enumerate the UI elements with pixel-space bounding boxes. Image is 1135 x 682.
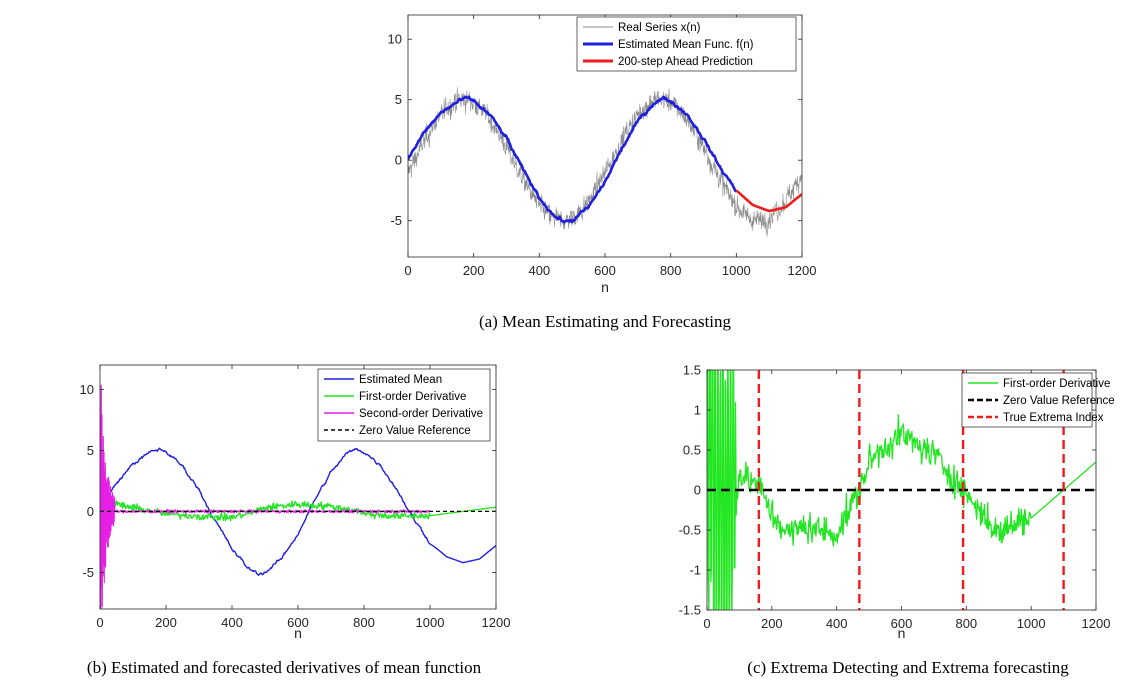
x-tick-label: 0	[703, 616, 710, 631]
y-tick-label: 5	[395, 92, 402, 107]
y-tick-label: -0.5	[679, 523, 701, 538]
caption-b: (b) Estimated and forecasted derivatives…	[87, 658, 482, 677]
y-tick-label: 10	[80, 382, 94, 397]
x-tick-label: 400	[528, 263, 550, 278]
x-tick-label: 600	[594, 263, 616, 278]
legend-entry: First-order Derivative	[359, 391, 466, 403]
plot-lines-b	[100, 382, 496, 609]
y-tick-label: 0	[395, 153, 402, 168]
y-tick-label: 0.5	[683, 443, 701, 458]
legend-entry: 200-step Ahead Prediction	[618, 56, 753, 68]
legend-entry: Estimated Mean Func. f(n)	[618, 39, 754, 51]
x-tick-label: 1200	[482, 615, 511, 630]
panel-c-chart: 0 200 400 600 800 1000 1200 -1.5 -1 -0.5 0 0.5 1 1.5 n…	[679, 363, 1115, 642]
x-tick-label: 600	[891, 616, 913, 631]
x-tick-label: 800	[955, 616, 977, 631]
x-tick-label: 800	[660, 263, 682, 278]
legend-a: Real Series x(n) Estimated Mean Func. f(n…	[576, 16, 797, 72]
panel-a-chart: 0 200 400 600 800 1000 1200 -5 0 5 10 n Real Series …	[388, 14, 817, 295]
legend-entry: Real Series x(n)	[618, 22, 701, 34]
plot-lines-a	[408, 87, 802, 237]
legend-c: First-order Derivative Zero Value Referen…	[961, 372, 1115, 428]
x-tick-label: 400	[826, 616, 848, 631]
y-tick-label: -5	[82, 565, 94, 580]
legend-entry: Zero Value Reference	[1003, 395, 1115, 407]
y-tick-label: 5	[87, 443, 94, 458]
series-first-derivative	[100, 500, 496, 522]
series-prediction	[735, 189, 802, 213]
x-tick-label: 200	[155, 615, 177, 630]
x-axis-label: n	[898, 625, 906, 641]
x-tick-label: 0	[404, 263, 411, 278]
legend-entry: True Extrema Index	[1003, 412, 1104, 424]
x-tick-label: 600	[287, 615, 309, 630]
x-tick-label: 1000	[1017, 616, 1046, 631]
plot-lines-c	[707, 370, 1096, 610]
x-tick-label: 200	[761, 616, 783, 631]
x-tick-label: 0	[96, 615, 103, 630]
x-axis-label: n	[601, 279, 609, 295]
x-tick-label: 1200	[788, 263, 817, 278]
y-tick-label: -1.5	[679, 603, 701, 618]
legend-b: Estimated Mean First-order Derivative Seco…	[317, 368, 491, 442]
x-axis-label: n	[294, 625, 302, 641]
y-tick-label: 0	[87, 504, 94, 519]
series-mean	[100, 447, 496, 576]
x-tick-label: 400	[221, 615, 243, 630]
x-tick-label: 200	[463, 263, 485, 278]
y-tick-label: 1	[694, 403, 701, 418]
legend-entry: First-order Derivative	[1003, 378, 1110, 390]
x-tick-label: 1200	[1082, 616, 1111, 631]
legend-entry: Second-order Derivative	[359, 408, 483, 420]
y-tick-label: -1	[689, 563, 701, 578]
x-tick-label: 1000	[416, 615, 445, 630]
y-tick-label: -5	[390, 213, 402, 228]
caption-a: (a) Mean Estimating and Forecasting	[479, 312, 732, 331]
y-tick-label: 0	[694, 483, 701, 498]
x-tick-label: 800	[353, 615, 375, 630]
y-tick-label: 1.5	[683, 363, 701, 378]
series-first-derivative	[707, 370, 1096, 610]
panel-b-chart: 0 200 400 600 800 1000 1200 -5 0 5 10 n Estimated Me…	[80, 364, 511, 641]
series-mean	[408, 95, 738, 224]
legend-entry: Zero Value Reference	[359, 425, 471, 437]
legend-entry: Estimated Mean	[359, 374, 442, 386]
caption-c: (c) Extrema Detecting and Extrema foreca…	[747, 658, 1069, 677]
x-tick-label: 1000	[722, 263, 751, 278]
y-tick-label: 10	[388, 32, 402, 47]
